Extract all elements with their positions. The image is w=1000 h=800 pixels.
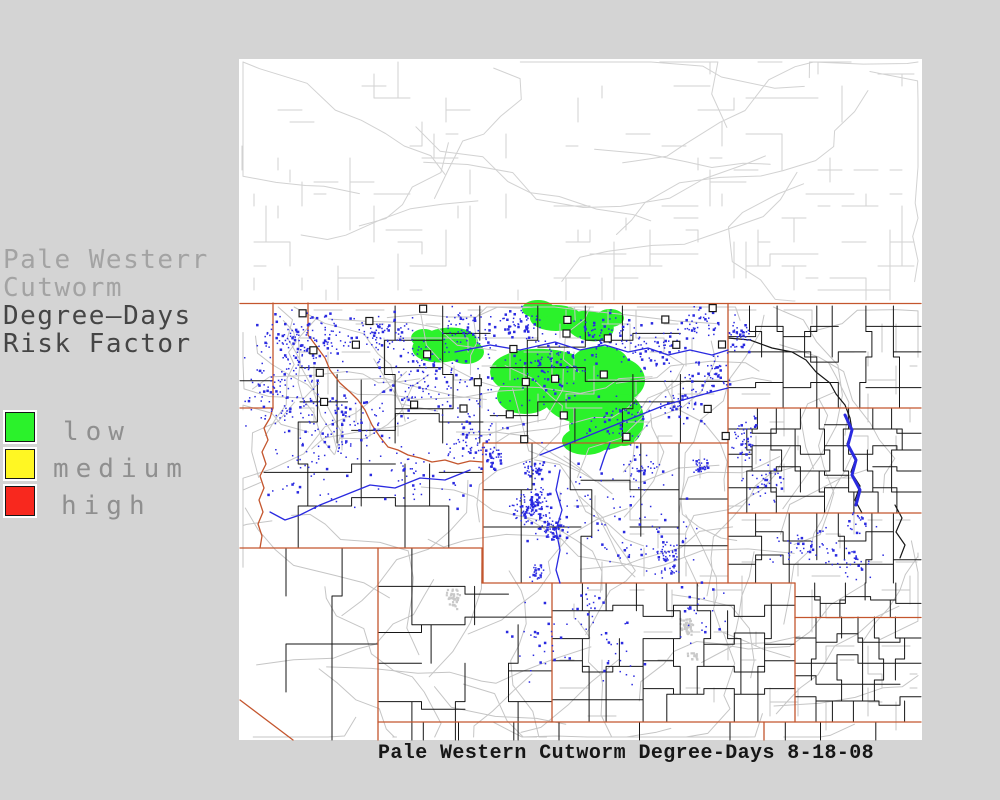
legend-swatch-high — [3, 484, 37, 518]
title-line-4: Risk Factor — [3, 329, 192, 359]
legend-item-low: low — [3, 408, 189, 447]
legend-label-low: low — [63, 417, 131, 447]
legend-label-high: high — [61, 491, 152, 521]
map-title: Pale Westerr Cutworm Degree—Days Risk Fa… — [3, 246, 209, 358]
legend-item-high: high — [3, 482, 189, 521]
risk-legend: low medium high — [3, 408, 189, 521]
legend-item-medium: medium — [3, 445, 189, 484]
title-line-2: Cutworm — [3, 273, 124, 303]
legend-label-medium: medium — [53, 454, 189, 484]
risk-map — [239, 59, 922, 741]
legend-swatch-medium — [3, 447, 37, 481]
title-line-1: Pale Westerr — [3, 245, 209, 275]
legend-swatch-low — [3, 410, 37, 444]
title-line-3: Degree—Days — [3, 301, 192, 331]
map-caption: Pale Western Cutworm Degree-Days 8-18-08 — [378, 742, 875, 765]
